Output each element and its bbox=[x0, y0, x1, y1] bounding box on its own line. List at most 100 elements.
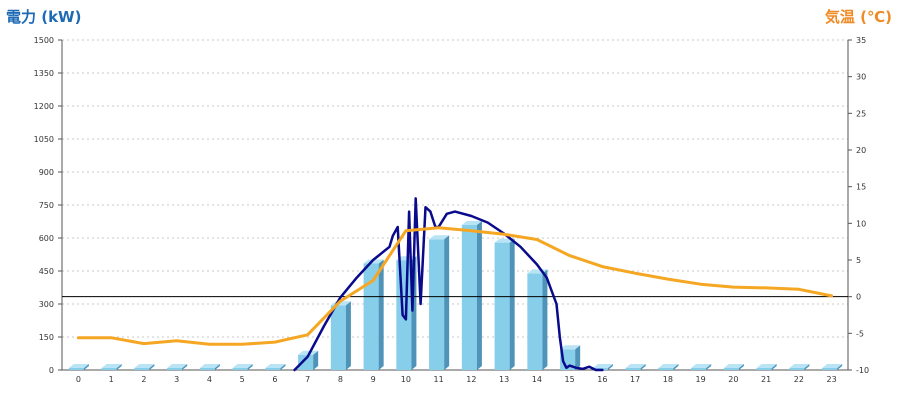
bar-top bbox=[658, 364, 679, 368]
bar-top bbox=[167, 364, 188, 368]
bar-top bbox=[625, 364, 646, 368]
bar-front bbox=[68, 368, 84, 370]
x-tick-label: 2 bbox=[141, 375, 146, 384]
bar bbox=[429, 235, 450, 370]
bar-top bbox=[68, 364, 89, 368]
bar-side bbox=[837, 364, 843, 370]
x-tick-label: 7 bbox=[305, 375, 310, 384]
bar-top bbox=[461, 221, 482, 225]
x-tick-label: 4 bbox=[207, 375, 212, 384]
x-tick-label: 16 bbox=[597, 375, 607, 384]
bar-top bbox=[199, 364, 220, 368]
bar bbox=[363, 259, 384, 370]
x-tick-label: 3 bbox=[174, 375, 179, 384]
bar-front bbox=[199, 368, 215, 370]
left-tick-label: 750 bbox=[39, 201, 54, 210]
right-tick-label: 35 bbox=[856, 36, 866, 45]
bar bbox=[461, 221, 482, 370]
bar bbox=[789, 364, 810, 370]
left-tick-label: 450 bbox=[39, 267, 54, 276]
bar-front bbox=[789, 368, 805, 370]
x-tick-label: 23 bbox=[827, 375, 837, 384]
bar-top bbox=[822, 364, 843, 368]
bar-top bbox=[560, 345, 581, 350]
bar-side bbox=[313, 350, 319, 370]
right-tick-label: -10 bbox=[856, 366, 869, 375]
bar bbox=[167, 364, 188, 370]
bar-front bbox=[429, 239, 445, 370]
x-tick-label: 20 bbox=[728, 375, 738, 384]
bar-side bbox=[345, 301, 351, 370]
bar-front bbox=[625, 368, 641, 370]
right-tick-label: 15 bbox=[856, 183, 866, 192]
bar bbox=[101, 364, 122, 370]
bar-top bbox=[691, 364, 712, 368]
bar bbox=[494, 238, 515, 370]
right-tick-label: -5 bbox=[856, 329, 864, 338]
bar-front bbox=[101, 368, 117, 370]
x-tick-label: 19 bbox=[696, 375, 706, 384]
bar-front bbox=[691, 368, 707, 370]
bar-side bbox=[673, 364, 679, 370]
bar bbox=[822, 364, 843, 370]
left-axis-title: 電力 (kW) bbox=[6, 8, 82, 26]
bar-side bbox=[771, 364, 777, 370]
bar-side bbox=[214, 364, 220, 370]
bar bbox=[723, 364, 744, 370]
bar-top bbox=[363, 259, 384, 264]
x-tick-label: 11 bbox=[434, 375, 444, 384]
bar-side bbox=[542, 269, 548, 370]
x-tick-label: 15 bbox=[565, 375, 575, 384]
right-tick-label: 10 bbox=[856, 219, 866, 228]
bar-front bbox=[134, 368, 150, 370]
bar-side bbox=[509, 238, 515, 370]
right-tick-label: 0 bbox=[856, 293, 861, 302]
bar-side bbox=[706, 364, 712, 370]
bar-side bbox=[640, 364, 646, 370]
x-tick-label: 12 bbox=[466, 375, 476, 384]
bar-side bbox=[607, 364, 613, 370]
bar-front bbox=[756, 368, 772, 370]
x-tick-label: 9 bbox=[371, 375, 376, 384]
bar-top bbox=[592, 364, 613, 368]
right-tick-label: 25 bbox=[856, 109, 866, 118]
bar-front bbox=[494, 242, 510, 370]
bar-side bbox=[476, 221, 482, 370]
bar bbox=[330, 301, 351, 370]
bar-top bbox=[232, 364, 253, 368]
bar-side bbox=[738, 364, 744, 370]
bar-side bbox=[149, 364, 155, 370]
left-tick-label: 600 bbox=[39, 234, 54, 243]
bar bbox=[691, 364, 712, 370]
bar bbox=[298, 350, 319, 370]
bar-side bbox=[378, 259, 384, 370]
left-tick-label: 900 bbox=[39, 168, 54, 177]
right-tick-label: 30 bbox=[856, 73, 866, 82]
left-tick-label: 150 bbox=[39, 333, 54, 342]
right-tick-label: 5 bbox=[856, 256, 861, 265]
bar-top bbox=[789, 364, 810, 368]
bar-front bbox=[822, 368, 838, 370]
left-tick-label: 1200 bbox=[34, 102, 54, 111]
bar-front bbox=[232, 368, 248, 370]
bar bbox=[658, 364, 679, 370]
bar-side bbox=[182, 364, 188, 370]
bar-front bbox=[167, 368, 183, 370]
bar-front bbox=[363, 263, 379, 370]
x-tick-label: 6 bbox=[272, 375, 277, 384]
bar bbox=[68, 364, 89, 370]
x-tick-label: 21 bbox=[761, 375, 771, 384]
bar-side bbox=[83, 364, 89, 370]
left-tick-label: 1050 bbox=[34, 135, 54, 144]
bar-front bbox=[330, 305, 346, 370]
x-tick-label: 5 bbox=[240, 375, 245, 384]
bar-top bbox=[723, 364, 744, 368]
bar-side bbox=[116, 364, 122, 370]
bar bbox=[134, 364, 155, 370]
bar bbox=[265, 364, 286, 370]
x-tick-label: 8 bbox=[338, 375, 343, 384]
bar-front bbox=[461, 225, 477, 370]
x-tick-label: 1 bbox=[109, 375, 114, 384]
